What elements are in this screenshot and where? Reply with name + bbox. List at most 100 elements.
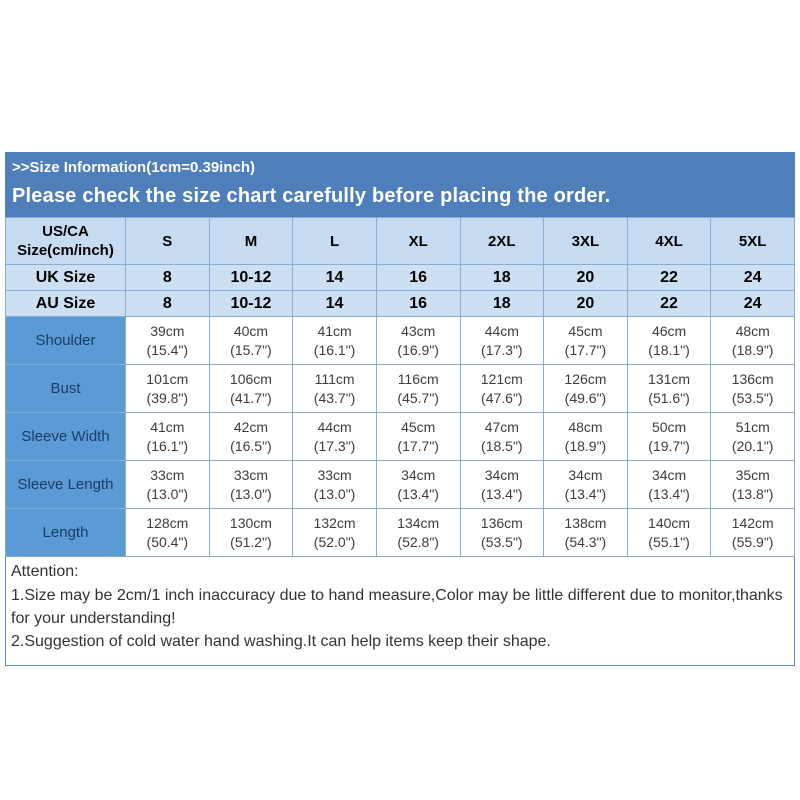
inch-value: (55.9") [731,533,774,550]
cm-value: 45cm [401,418,436,435]
inch-value: (16.9") [397,341,439,358]
cm-value: 41cm [150,418,185,435]
inch-value: (13.0") [313,485,356,502]
measurement-cell: 51cm (20.1") [710,412,795,461]
au-size-cell: 22 [626,290,712,317]
sleeve-length-label: Sleeve Length [5,460,126,509]
inch-value: (50.4") [146,533,189,550]
size-header-label: US/CA Size(cm/inch) [5,217,126,265]
length-label: Length [5,508,126,557]
shoulder-row: Shoulder 39cm (15.4") 40cm (15.7") 41cm (16… [5,316,795,365]
au-size-cell: 24 [710,290,795,317]
au-size-cell: 20 [543,290,628,317]
attention-note-2: 2.Suggestion of cold water hand washing.… [11,633,551,650]
measurement-cell: 142cm (55.9") [710,508,795,557]
cm-value: 40cm [233,322,269,339]
inch-value: (41.7") [230,389,272,406]
cm-value: 136cm [731,370,774,387]
inch-value: (53.5") [731,389,774,406]
measurement-cell: 130cm (51.2") [208,508,294,557]
measurement-cell: 111cm (43.7") [292,364,377,413]
cm-value: 45cm [568,322,603,339]
measurement-cell: 134cm (52.8") [375,508,461,557]
cm-value: 121cm [480,370,523,387]
cm-value: 33cm [317,466,352,483]
measurement-cell: 34cm (13.4") [543,460,628,509]
measurement-cell: 128cm (50.4") [125,508,210,557]
cm-value: 41cm [317,322,352,339]
uk-size-row: UK Size 8 10-12 14 16 18 20 22 24 [5,264,795,291]
cm-value: 134cm [397,514,440,531]
au-size-label: AU Size [5,290,126,317]
measurement-cell: 50cm (19.7") [626,412,712,461]
measurement-cell: 121cm (47.6") [459,364,545,413]
size-header-row: US/CA Size(cm/inch) S M L XL 2XL 3XL 4XL… [5,217,795,265]
size-header-5xl: 5XL [710,217,795,265]
banner-title: >>Size Information(1cm=0.39inch) [12,159,255,176]
cm-value: 126cm [564,370,607,387]
inch-value: (52.8") [397,533,439,550]
cm-value: 142cm [731,514,774,531]
size-header-s: S [125,217,210,265]
measurement-cell: 33cm (13.0") [292,460,377,509]
cm-value: 46cm [651,322,687,339]
inch-value: (17.3") [313,437,356,454]
inch-value: (13.4") [564,485,607,502]
inch-value: (15.7") [230,341,272,358]
size-header-l: L [292,217,377,265]
inch-value: (39.8") [146,389,189,406]
cm-value: 48cm [735,322,770,339]
size-header-xl: XL [375,217,461,265]
cm-value: 130cm [229,514,272,531]
cm-value: 101cm [146,370,189,387]
cm-value: 33cm [233,466,269,483]
cm-value: 138cm [564,514,607,531]
uk-size-cell: 24 [710,264,795,291]
inch-value: (13.4") [481,485,523,502]
cm-value: 47cm [484,418,519,435]
size-header-4xl: 4XL [626,217,712,265]
inch-value: (18.5") [481,437,523,454]
length-row: Length 128cm (50.4") 130cm (51.2") 132cm (5… [5,508,795,557]
uk-size-cell: 20 [543,264,628,291]
measurement-cell: 116cm (45.7") [375,364,461,413]
sleeve-width-label: Sleeve Width [5,412,126,461]
cm-value: 131cm [648,370,691,387]
cm-value: 43cm [401,322,436,339]
au-size-cell: 10-12 [208,290,294,317]
banner: >>Size Information(1cm=0.39inch) Please … [5,152,795,217]
uk-size-cell: 22 [626,264,712,291]
inch-value: (13.0") [230,485,272,502]
inch-value: (16.1") [313,341,356,358]
cm-value: 51cm [735,418,770,435]
uk-size-cell: 18 [459,264,545,291]
inch-value: (18.9") [564,437,607,454]
cm-value: 132cm [313,514,356,531]
measurement-cell: 34cm (13.4") [626,460,712,509]
measurement-cell: 35cm (13.8") [710,460,795,509]
measurement-cell: 44cm (17.3") [292,412,377,461]
inch-value: (15.4") [146,341,189,358]
inch-value: (18.9") [731,341,774,358]
cm-value: 140cm [648,514,691,531]
cm-value: 35cm [735,466,770,483]
inch-value: (13.0") [146,485,189,502]
measurement-cell: 39cm (15.4") [125,316,210,365]
inch-value: (43.7") [313,389,356,406]
uk-size-cell: 8 [125,264,210,291]
cm-value: 50cm [651,418,687,435]
inch-value: (13.4") [397,485,439,502]
sleeve-width-row: Sleeve Width 41cm (16.1") 42cm (16.5") 44c… [5,412,795,461]
inch-value: (54.3") [564,533,607,550]
inch-value: (17.7") [564,341,607,358]
inch-value: (16.5") [230,437,272,454]
size-header-m: M [208,217,294,265]
size-header-3xl: 3XL [543,217,628,265]
measurement-cell: 132cm (52.0") [292,508,377,557]
measurement-cell: 136cm (53.5") [459,508,545,557]
cm-value: 128cm [146,514,189,531]
measurement-cell: 46cm (18.1") [626,316,712,365]
inch-value: (18.1") [648,341,690,358]
inch-value: (17.7") [397,437,439,454]
cm-value: 39cm [150,322,185,339]
